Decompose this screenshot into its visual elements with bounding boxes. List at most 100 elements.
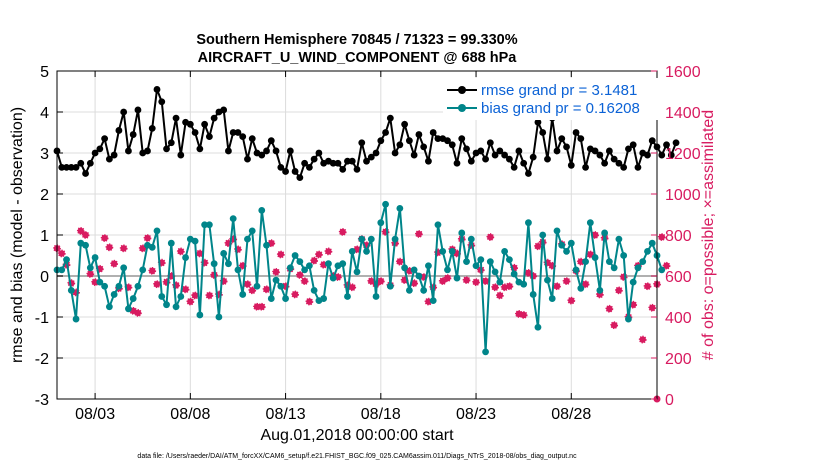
bias-point (325, 260, 332, 268)
rmse-point (553, 147, 561, 155)
bias-point (253, 282, 261, 290)
rmse-point (201, 120, 209, 128)
rmse-point (72, 163, 80, 171)
bias-point (296, 258, 304, 266)
bias-point (434, 221, 442, 229)
y2-tick-label: 1200 (665, 146, 701, 163)
obs-count-point (57, 249, 66, 258)
bias-point (353, 268, 361, 276)
rmse-point (505, 155, 513, 163)
bias-point (196, 311, 204, 319)
rmse-point (101, 135, 109, 143)
bias-point (525, 219, 532, 227)
obs-count-point (310, 256, 319, 265)
obs-count-point (643, 282, 652, 291)
x-tick-label: 08/28 (551, 406, 591, 423)
bias-point (182, 254, 189, 261)
bias-point (572, 266, 580, 274)
rmse-point (377, 137, 385, 145)
obs-count-point (134, 308, 142, 317)
bias-point (577, 284, 585, 292)
rmse-point (63, 163, 70, 171)
bias-point (477, 256, 485, 263)
bias-point (229, 215, 237, 223)
bias-point (329, 274, 337, 282)
obs-count-point (505, 282, 514, 291)
bias-point (620, 252, 628, 259)
rmse-point (496, 147, 504, 155)
obs-count-point (567, 296, 576, 305)
obs-count-point (119, 244, 128, 253)
rmse-point (244, 155, 251, 163)
obs-count-point (143, 234, 152, 242)
rmse-point (301, 159, 309, 167)
obs-count-point (86, 270, 95, 278)
bias-point (482, 348, 489, 356)
bias-point (644, 248, 651, 255)
bias-point (215, 313, 223, 321)
rmse-point (344, 157, 351, 165)
bias-point (277, 282, 285, 290)
rmse-point (372, 149, 380, 157)
bias-point (377, 219, 385, 227)
rmse-point (572, 129, 580, 136)
bias-point (248, 227, 256, 235)
rmse-point (634, 163, 642, 171)
bias-point (63, 256, 70, 263)
rmse-point (277, 163, 285, 171)
rmse-point (596, 151, 604, 159)
rmse-point (167, 139, 175, 147)
rmse-point (210, 114, 218, 122)
obs-count-point (395, 257, 404, 266)
obs-count-point (243, 280, 252, 289)
y2-tick-label: 1000 (665, 187, 701, 204)
rmse-point (334, 159, 342, 167)
rmse-point (172, 114, 180, 122)
rmse-point (286, 147, 294, 155)
bias-point (658, 266, 666, 274)
rmse-point (610, 155, 618, 163)
rmse-point (367, 153, 375, 161)
bias-point (629, 278, 637, 286)
bias-point (367, 235, 375, 243)
bias-point (82, 241, 89, 249)
rmse-point (591, 147, 599, 155)
bias-point (529, 291, 537, 298)
rmse-point (525, 170, 532, 177)
y-tick-label: 5 (40, 64, 49, 81)
rmse-point (467, 157, 475, 165)
bias-point (491, 268, 499, 276)
bias-point (634, 264, 642, 272)
y2-tick-label: 800 (665, 228, 692, 245)
bias-point (448, 248, 456, 255)
obs-count-point (76, 226, 85, 235)
rmse-point (220, 106, 228, 114)
bias-point (58, 266, 66, 274)
y-tick-label: -1 (35, 310, 49, 327)
legend-box (443, 78, 658, 120)
bias-point (148, 243, 156, 251)
obs-count-point (481, 277, 490, 286)
bias-point (239, 291, 247, 298)
rmse-point (258, 151, 266, 159)
obs-count-point (338, 228, 347, 236)
bias-series (53, 200, 666, 356)
chart-subtitle: AIRCRAFT_U_WIND_COMPONENT @ 688 hPa (198, 50, 518, 66)
y-tick-label: 3 (40, 146, 49, 163)
obs-count-point (348, 283, 357, 292)
obs-count-point (257, 302, 266, 311)
obs-count-point (205, 291, 214, 300)
rmse-point (667, 151, 675, 159)
bias-point (67, 286, 75, 294)
bias-point (344, 293, 351, 300)
rmse-point (501, 151, 509, 159)
rmse-point (125, 147, 132, 155)
bias-point (158, 293, 166, 300)
bias-point (467, 235, 475, 243)
bias-point (472, 262, 480, 270)
x-axis-label: Aug.01,2018 00:00:00 start (260, 427, 454, 444)
bias-point (405, 286, 413, 294)
bias-point (320, 295, 328, 302)
rmse-point (567, 161, 575, 169)
